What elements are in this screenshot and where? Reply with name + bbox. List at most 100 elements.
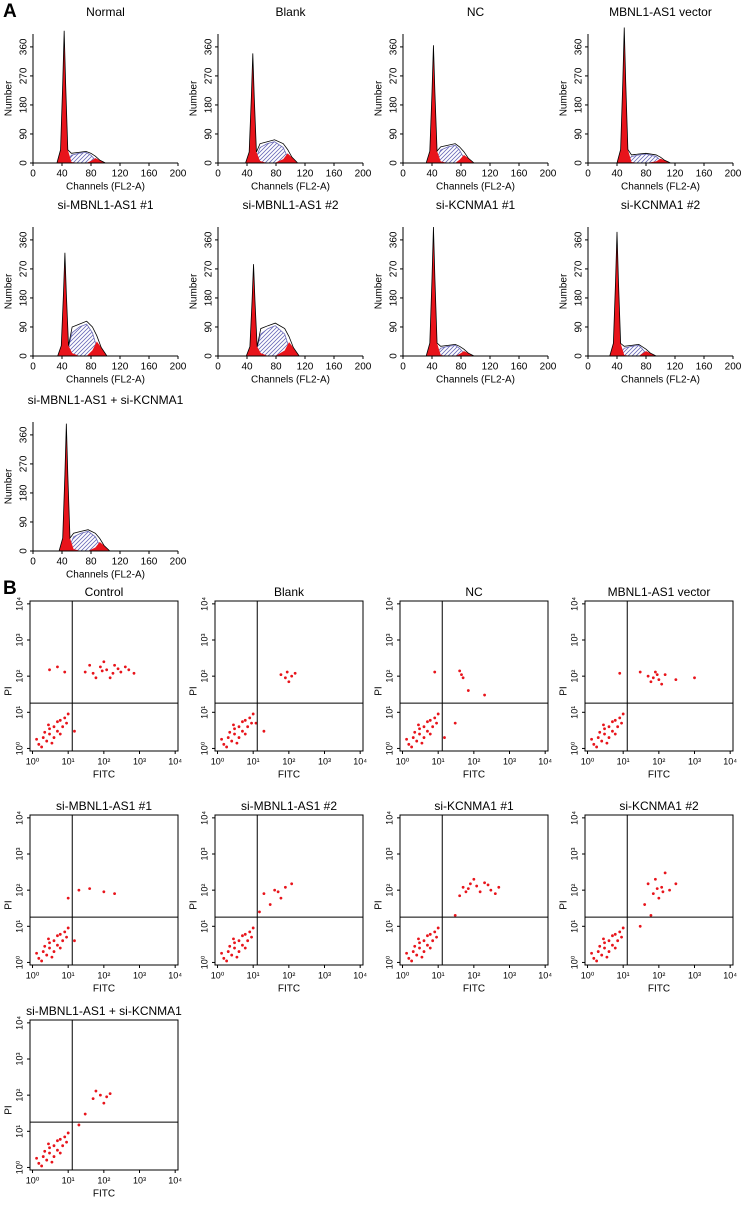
y-axis-label: PI [559,686,570,695]
event-dot [674,882,678,886]
event-dot [237,939,241,943]
event-dot [50,741,54,745]
event-dot [486,883,490,887]
y-tick-label: 10¹ [199,706,209,719]
event-dot [235,741,239,745]
event-dot [77,888,81,892]
event-dot [220,951,223,955]
event-dot [111,671,115,675]
x-tick-label: 120 [297,169,314,180]
event-dot [592,956,596,960]
x-tick-label: 120 [112,169,129,180]
y-tick-label: 180 [19,96,30,113]
x-axis-label: FITC [93,984,115,995]
event-dot [56,943,59,947]
event-dot [48,732,51,736]
event-dot [250,935,253,939]
event-dot [422,736,426,739]
x-tick-label: 10³ [318,970,331,980]
event-dot [73,729,76,733]
event-dot [235,955,239,959]
histogram-area [57,252,107,356]
x-tick-label: 80 [270,169,282,180]
event-dot [411,736,415,739]
x-tick-label: 10¹ [62,970,75,980]
event-dot [405,737,408,741]
y-axis-label: PI [4,1105,15,1114]
x-tick-label: 80 [85,557,97,568]
histogram-area [617,27,671,163]
event-dot [655,673,659,677]
y-tick-label: 10⁴ [384,811,394,825]
event-dot [248,930,252,934]
event-dot [220,737,223,741]
event-dot [40,959,44,963]
x-tick-label: 160 [141,169,158,180]
y-tick-label: 10³ [384,848,394,861]
x-tick-label: 0 [400,169,406,180]
event-dot [246,725,250,729]
event-dot [621,712,625,716]
event-dot [61,1144,65,1148]
x-tick-label: 10¹ [247,970,260,980]
event-dot [433,930,437,934]
event-dot [241,943,244,947]
y-tick-label: 0 [574,160,585,166]
event-dot [596,736,600,739]
event-dot [435,721,438,725]
event-dot [596,950,600,953]
event-dot [52,1144,56,1148]
x-tick-label: 200 [725,362,742,373]
y-tick-label: 90 [389,321,400,333]
event-dot [418,727,421,731]
histogram-area [609,231,657,356]
x-tick-label: 10¹ [432,756,445,766]
event-dot [237,736,241,739]
y-tick-label: 10⁰ [569,741,579,755]
y-tick-label: 10² [569,884,579,897]
x-tick-label: 10² [652,970,665,980]
event-dot [228,944,232,948]
event-dot [613,718,617,722]
event-dot [73,939,76,943]
y-tick-label: 10³ [14,634,24,647]
y-tick-label: 360 [389,38,400,55]
event-dot [657,896,661,900]
x-tick-label: 10⁴ [723,970,737,980]
y-tick-label: 360 [574,231,585,248]
event-dot [613,932,617,936]
event-dot [472,877,476,881]
histogram-area [246,264,300,356]
event-dot [225,745,229,749]
y-tick-label: 270 [389,67,400,84]
event-dot [413,944,417,948]
y-tick-label: 90 [19,321,30,333]
event-dot [598,730,602,734]
x-tick-label: 10¹ [432,970,445,980]
event-dot [83,670,87,674]
chart-title: si-MBNL1-AS1 #1 [56,799,152,813]
event-dot [47,723,50,727]
x-tick-label: 10² [282,970,295,980]
x-tick-label: 160 [141,362,158,373]
event-dot [40,745,44,749]
event-dot [657,678,661,682]
event-dot [48,946,51,950]
event-dot [41,736,45,739]
y-tick-label: 270 [19,67,30,84]
event-dot [603,946,606,950]
event-dot [45,1158,49,1162]
x-tick-label: 160 [141,557,158,568]
event-dot [607,725,611,729]
y-tick-label: 360 [19,231,30,248]
plot-frame [584,600,734,752]
event-dot [279,673,283,677]
event-dot [66,896,70,900]
x-tick-label: 160 [696,169,713,180]
panel-label: A [3,1,17,22]
histogram-area [426,227,475,356]
histogram-area [56,30,106,164]
x-tick-label: 10¹ [617,970,630,980]
event-dot [493,892,497,896]
